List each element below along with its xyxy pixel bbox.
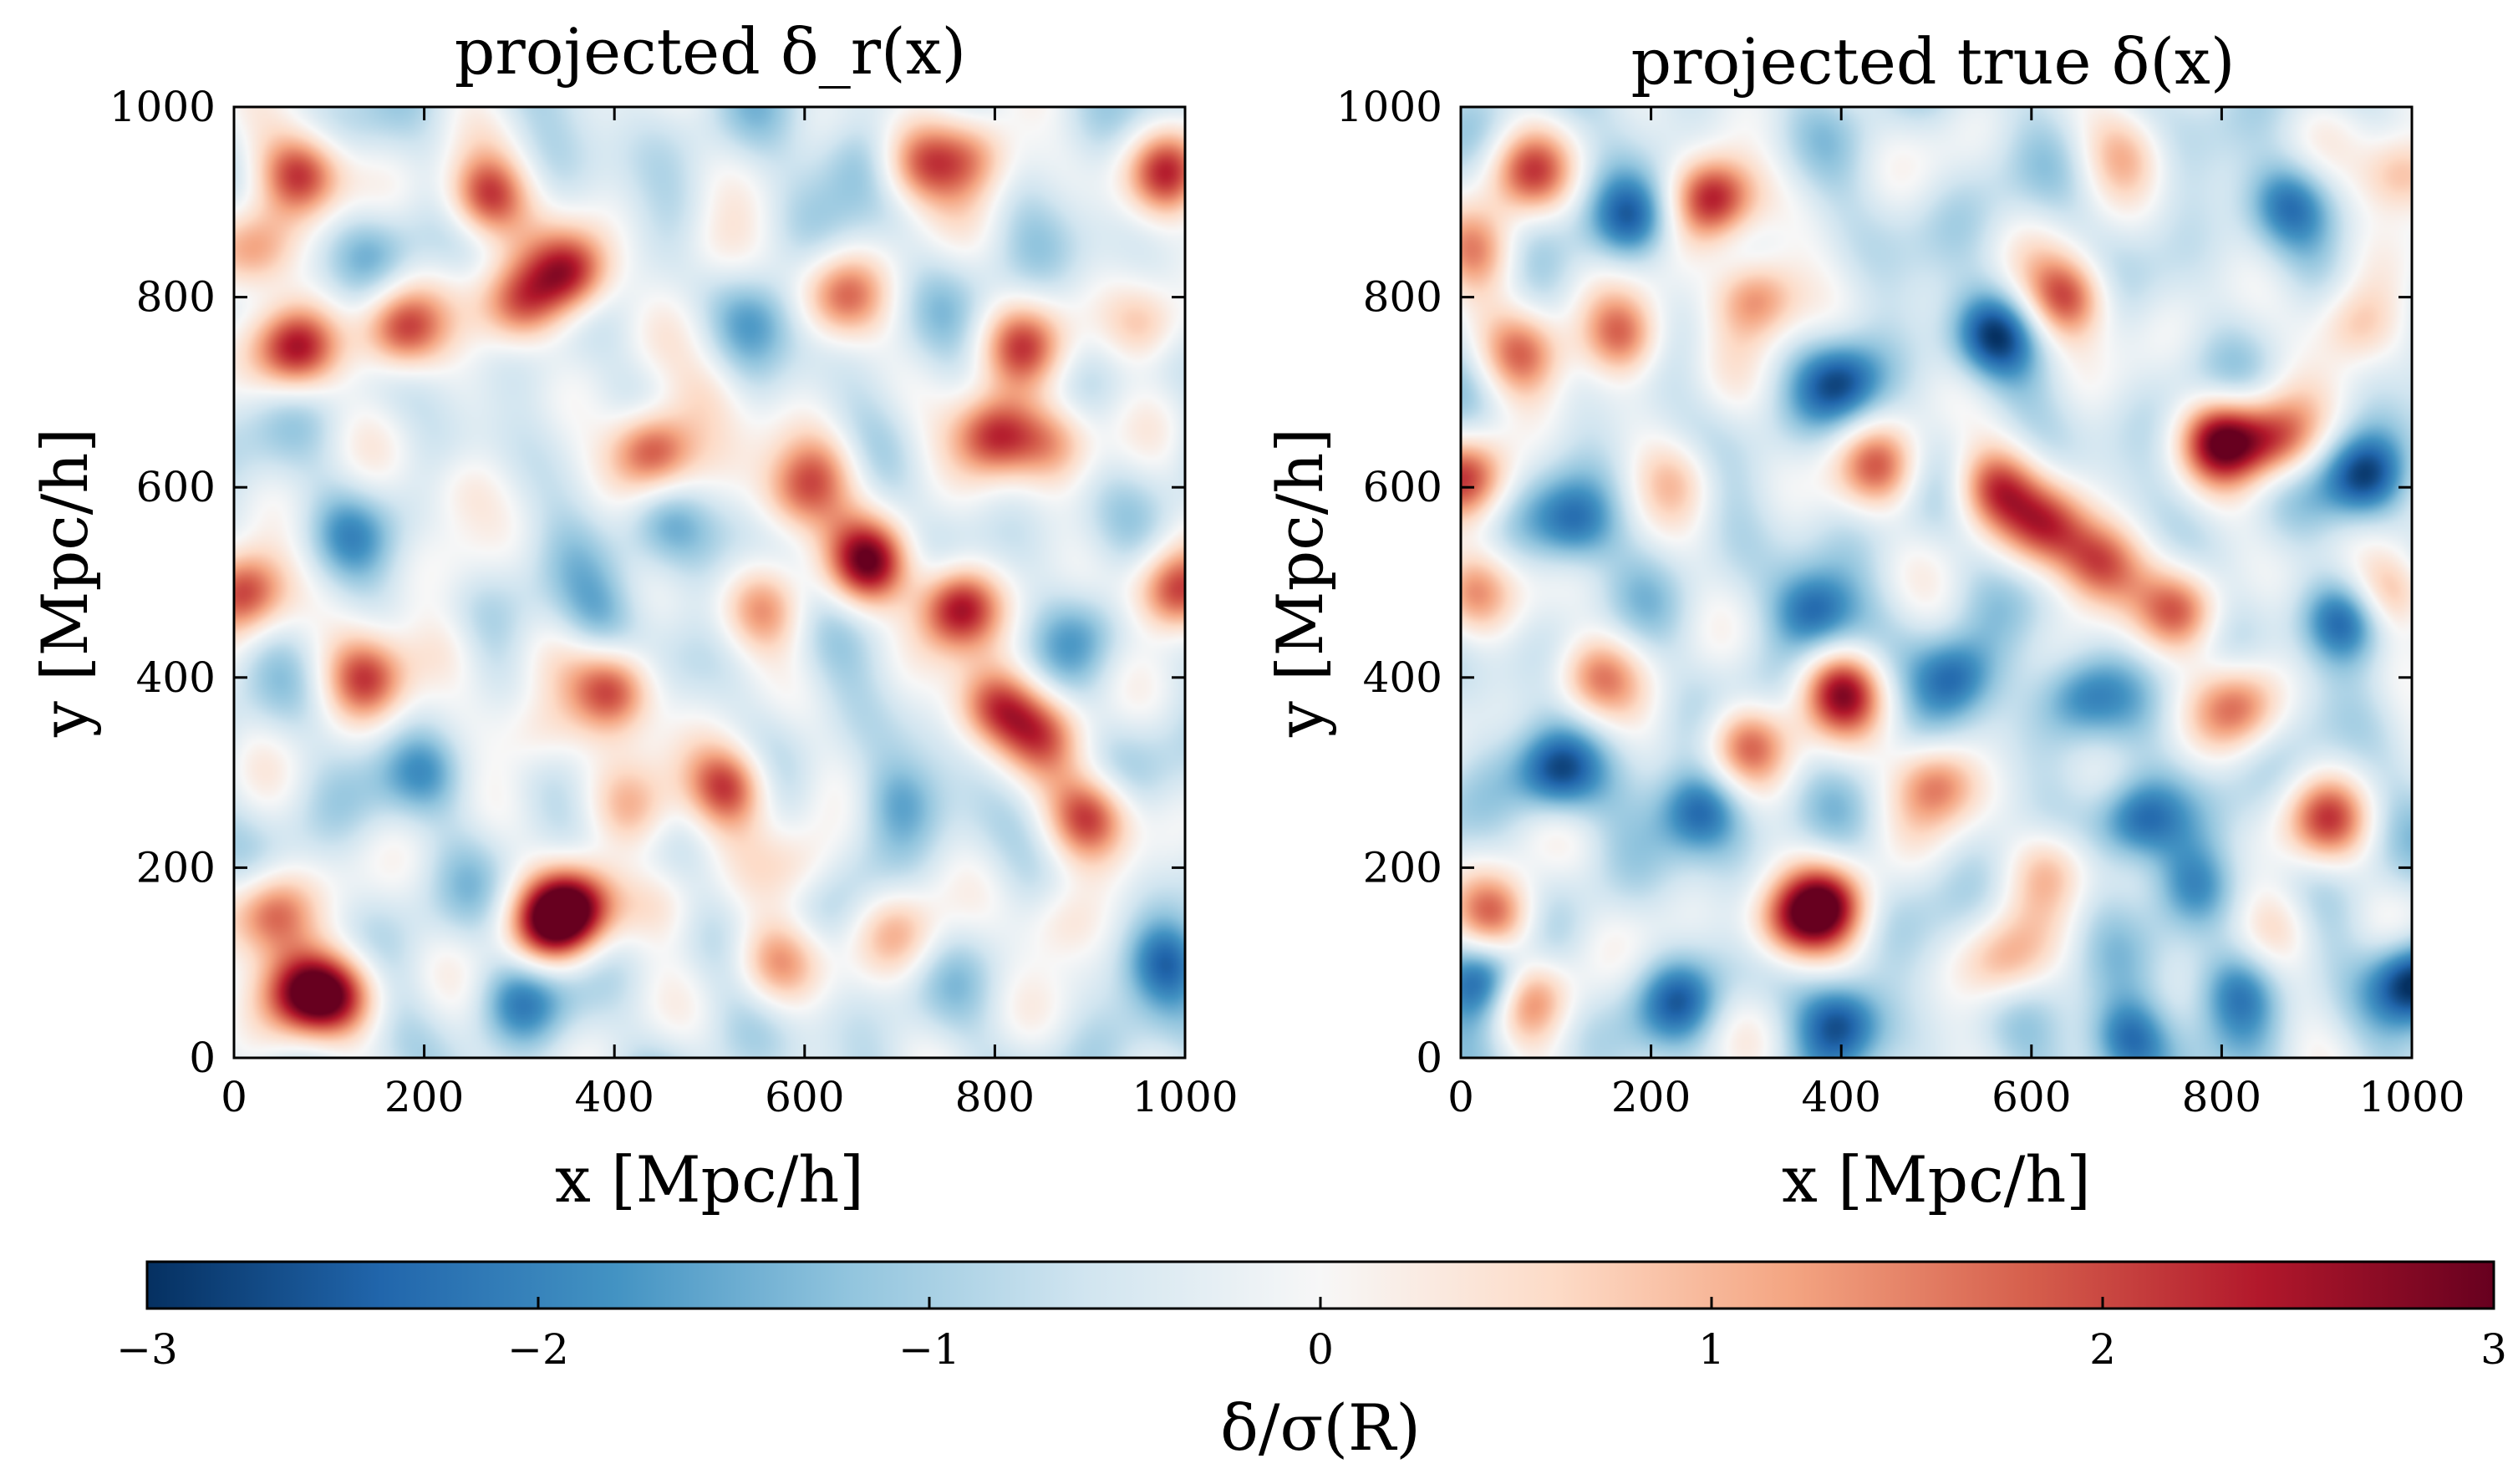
x-tick-label: 0 [1447, 1073, 1474, 1121]
x-tick-label: 800 [2182, 1073, 2261, 1121]
colorbar-tick-label: −1 [898, 1325, 960, 1374]
axes-frame-reconstructed [232, 105, 1187, 1060]
x-tick-label: 400 [1801, 1073, 1880, 1121]
y-tick-label: 600 [1363, 463, 1442, 511]
y-tick-label: 600 [136, 463, 216, 511]
y-tick-label: 400 [1363, 653, 1442, 702]
xlabel-true: x [Mpc/h] [1782, 1142, 2091, 1217]
density-map-true [1461, 107, 2412, 1058]
colorbar: −3 −2 −1 0 1 2 3 δ/σ(R) [116, 1260, 2507, 1465]
y-tick-label: 400 [136, 653, 216, 702]
y-tick-label: 0 [189, 1034, 216, 1082]
x-tick-label: 1000 [2358, 1073, 2465, 1121]
panel-true: projected true δ(x) 0 200 400 600 800 1000 0 20… [1263, 24, 2465, 1217]
ticks-true: 0 200 400 600 800 1000 0 200 400 600 800 1000 [1336, 83, 2465, 1121]
colorbar-tick-label: 3 [2480, 1325, 2507, 1374]
density-map-reconstructed [234, 107, 1185, 1058]
axes-frame-true [1459, 105, 2414, 1060]
y-tick-label: 800 [136, 273, 216, 322]
colorbar-tick-label: 1 [1698, 1325, 1725, 1374]
panel-title-true: projected true δ(x) [1630, 24, 2235, 99]
ylabel-reconstructed: y [Mpc/h] [28, 428, 102, 738]
x-tick-label: 1000 [1132, 1073, 1238, 1121]
xlabel-reconstructed: x [Mpc/h] [555, 1142, 864, 1217]
colorbar-tick-label: 2 [2089, 1325, 2116, 1374]
y-tick-label: 1000 [109, 83, 216, 131]
colorbar-tick-label: −2 [507, 1325, 569, 1374]
y-tick-label: 0 [1416, 1034, 1442, 1082]
panel-reconstructed: projected δ_r(x) 0 200 400 600 800 1000 0 200 40… [28, 14, 1239, 1217]
y-tick-label: 800 [1363, 273, 1442, 322]
x-tick-label: 0 [221, 1073, 247, 1121]
y-tick-label: 200 [1363, 843, 1442, 892]
x-tick-label: 600 [765, 1073, 844, 1121]
colorbar-ticks: −3 −2 −1 0 1 2 3 [116, 1297, 2507, 1374]
x-tick-label: 400 [574, 1073, 654, 1121]
y-tick-label: 200 [136, 843, 216, 892]
colorbar-tick-label: 0 [1307, 1325, 1334, 1374]
y-tick-label: 1000 [1336, 83, 1442, 131]
x-tick-label: 800 [955, 1073, 1035, 1121]
x-tick-label: 600 [1992, 1073, 2071, 1121]
x-tick-label: 200 [1611, 1073, 1691, 1121]
x-tick-label: 200 [384, 1073, 464, 1121]
colorbar-tick-label: −3 [116, 1325, 178, 1374]
ylabel-true: y [Mpc/h] [1263, 428, 1337, 738]
colorbar-label: δ/σ(R) [1220, 1390, 1421, 1465]
panel-title-reconstructed: projected δ_r(x) [455, 14, 966, 89]
ticks-reconstructed: 0 200 400 600 800 1000 0 200 400 600 800 1000 [109, 83, 1239, 1121]
